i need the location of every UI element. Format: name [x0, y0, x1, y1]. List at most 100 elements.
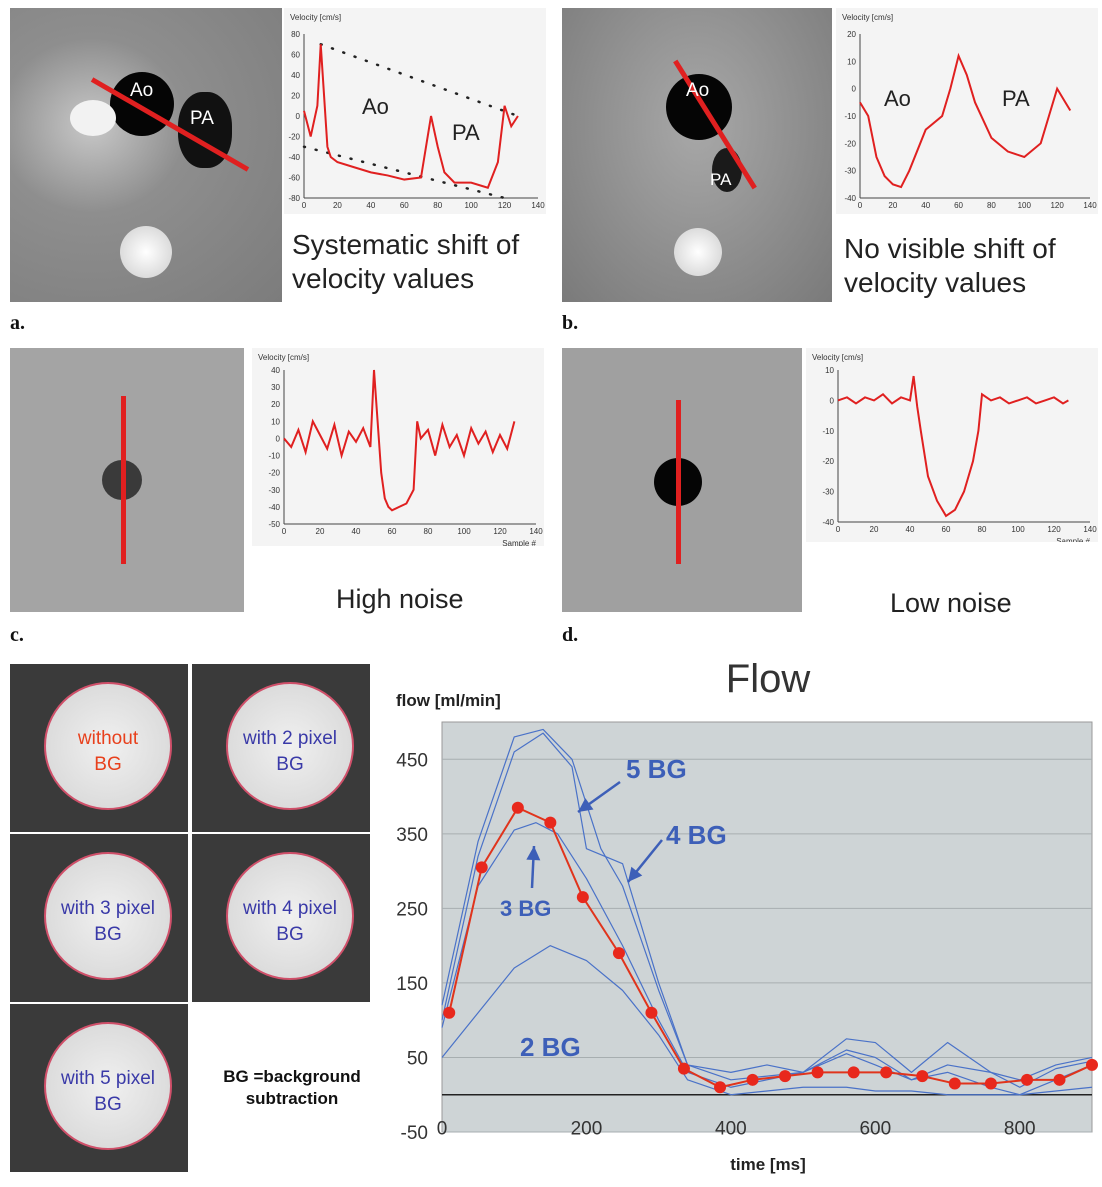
y-tick-label: 60	[291, 51, 300, 60]
x-tick-label: 100	[1011, 525, 1025, 534]
y-tick-label: -20	[288, 133, 300, 142]
panel-label-a: a.	[10, 312, 25, 334]
bg-cell-line1: with 2 pixel	[243, 728, 337, 749]
y-tick-label: -20	[268, 469, 280, 478]
label-ao-a: Ao	[130, 80, 154, 101]
x-tick-label: 20	[870, 525, 879, 534]
velocity-series-line	[859, 52, 1072, 189]
x-tick-label: 40	[906, 525, 915, 534]
x-tick-label: 20	[888, 201, 897, 210]
y-tick-label: -10	[268, 452, 280, 461]
plot-area	[441, 721, 1093, 1133]
bg-cell-line1: with 3 pixel	[61, 898, 155, 919]
vessel-ao-a	[110, 72, 174, 136]
x-tick-label: 80	[424, 527, 433, 536]
y-tick-label: 10	[271, 417, 280, 426]
y-tick-label: -10	[822, 427, 834, 436]
mri-image-d	[562, 348, 802, 612]
x-tick-label: 0	[282, 527, 287, 536]
x-tick-label: 40	[366, 201, 375, 210]
annotation-arrowhead	[578, 798, 594, 812]
velocity-chart-a: Velocity [cm/s] Sample # 80 60 40 20 0 -20 -40 -6…	[284, 8, 546, 214]
bg-cell-line2: BG	[94, 754, 122, 775]
x-tick-label: 200	[571, 1119, 603, 1140]
vessel-bottom-b	[674, 228, 722, 276]
y-tick-label: 20	[291, 92, 300, 101]
flow-chart: Flow flow [ml/min] time [ms] 450 350 250 150 50…	[380, 650, 1098, 1180]
mri-image-c	[10, 348, 244, 612]
vessel-disk	[226, 682, 354, 810]
velocity-chart-c: Velocity [cm/s] Sample #40 30 20 10 0 -10 -20 -3…	[252, 348, 544, 546]
x-tick-label: 0	[836, 525, 841, 534]
velocity-series-line	[283, 369, 516, 512]
y-tick-label: -20	[844, 139, 856, 148]
y-tick-label: 10	[847, 57, 856, 66]
annotation-label: 5 BG	[626, 754, 687, 784]
y-tick-label: 30	[271, 383, 280, 392]
y-tick-label: -30	[844, 167, 856, 176]
y-tick-label: -30	[822, 488, 834, 497]
x-axis-label: Sample #	[502, 539, 536, 546]
data-point	[811, 1066, 824, 1079]
y-tick-label: 0	[852, 85, 857, 94]
x-axis-label: Sample #	[504, 213, 538, 214]
x-tick-label: 800	[1004, 1119, 1036, 1140]
y-tick-label: -50	[268, 520, 280, 529]
x-tick-label: 80	[978, 525, 987, 534]
y-tick-label: -40	[268, 503, 280, 512]
y-axis-label: Velocity [cm/s]	[258, 353, 309, 362]
x-tick-label: 100	[464, 201, 478, 210]
velocity-chart-b: Velocity [cm/s]Sample #20100-10-20-30-40…	[836, 8, 1098, 214]
panel-label-b: b.	[562, 312, 579, 334]
bg-cell-label: with 2 pixel BG	[226, 726, 354, 778]
profile-line-c	[121, 396, 126, 564]
y-tick-label: -60	[288, 174, 300, 183]
data-point	[948, 1077, 961, 1090]
mri-image-a: Ao PA	[10, 8, 282, 302]
y-tick-label: 0	[830, 396, 835, 405]
y-tick-label: -10	[844, 112, 856, 121]
x-tick-label: 40	[352, 527, 361, 536]
data-point	[1086, 1058, 1098, 1071]
y-tick-label: 10	[825, 366, 834, 375]
bg-note-line1: BG =background	[223, 1067, 361, 1086]
x-tick-label: 60	[954, 201, 963, 210]
bg-cell-line2: BG	[94, 1094, 122, 1115]
bg-cell-label: with 4 pixel BG	[226, 896, 354, 948]
y-tick-label: -40	[844, 194, 856, 203]
data-point	[1053, 1073, 1066, 1086]
data-point	[880, 1066, 893, 1079]
x-tick-label: 80	[987, 201, 996, 210]
y-tick-label: -50	[401, 1123, 428, 1144]
vessel-disk	[226, 852, 354, 980]
x-tick-label: 60	[388, 527, 397, 536]
y-tick-label: 80	[291, 30, 300, 39]
caption-b: No visible shift of velocity values	[844, 232, 1056, 300]
bg-cell-line2: BG	[94, 924, 122, 945]
annotation-arrowhead	[526, 846, 541, 861]
curve-label-pa: PA	[452, 120, 480, 145]
x-tick-label: 0	[858, 201, 863, 210]
vessel-disk	[44, 1022, 172, 1150]
data-point	[475, 861, 488, 874]
x-tick-label: 100	[457, 527, 471, 536]
bg-note-line2: subtraction	[245, 1089, 339, 1108]
label-pa-b: PA	[710, 170, 732, 189]
y-tick-label: 450	[396, 750, 428, 771]
vessel-white-a	[70, 100, 116, 136]
y-tick-label: 0	[276, 434, 281, 443]
y-axis-label: Velocity [cm/s]	[842, 13, 893, 22]
velocity-series-line	[837, 375, 1069, 518]
data-point	[916, 1070, 929, 1083]
x-tick-label: 60	[942, 525, 951, 534]
y-axis-label: Velocity [cm/s]	[812, 353, 863, 362]
bg-cell-label: with 3 pixel BG	[44, 896, 172, 948]
vessel-disk	[44, 852, 172, 980]
x-tick-label: 20	[333, 201, 342, 210]
x-tick-label: 0	[302, 201, 307, 210]
y-tick-label: 250	[396, 899, 428, 920]
data-point	[544, 816, 557, 829]
label-ao-b: Ao	[686, 80, 710, 101]
y-tick-label: 20	[271, 400, 280, 409]
data-point	[612, 947, 625, 960]
